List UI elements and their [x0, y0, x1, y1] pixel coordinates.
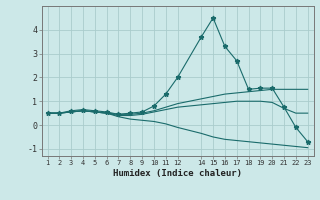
X-axis label: Humidex (Indice chaleur): Humidex (Indice chaleur): [113, 169, 242, 178]
